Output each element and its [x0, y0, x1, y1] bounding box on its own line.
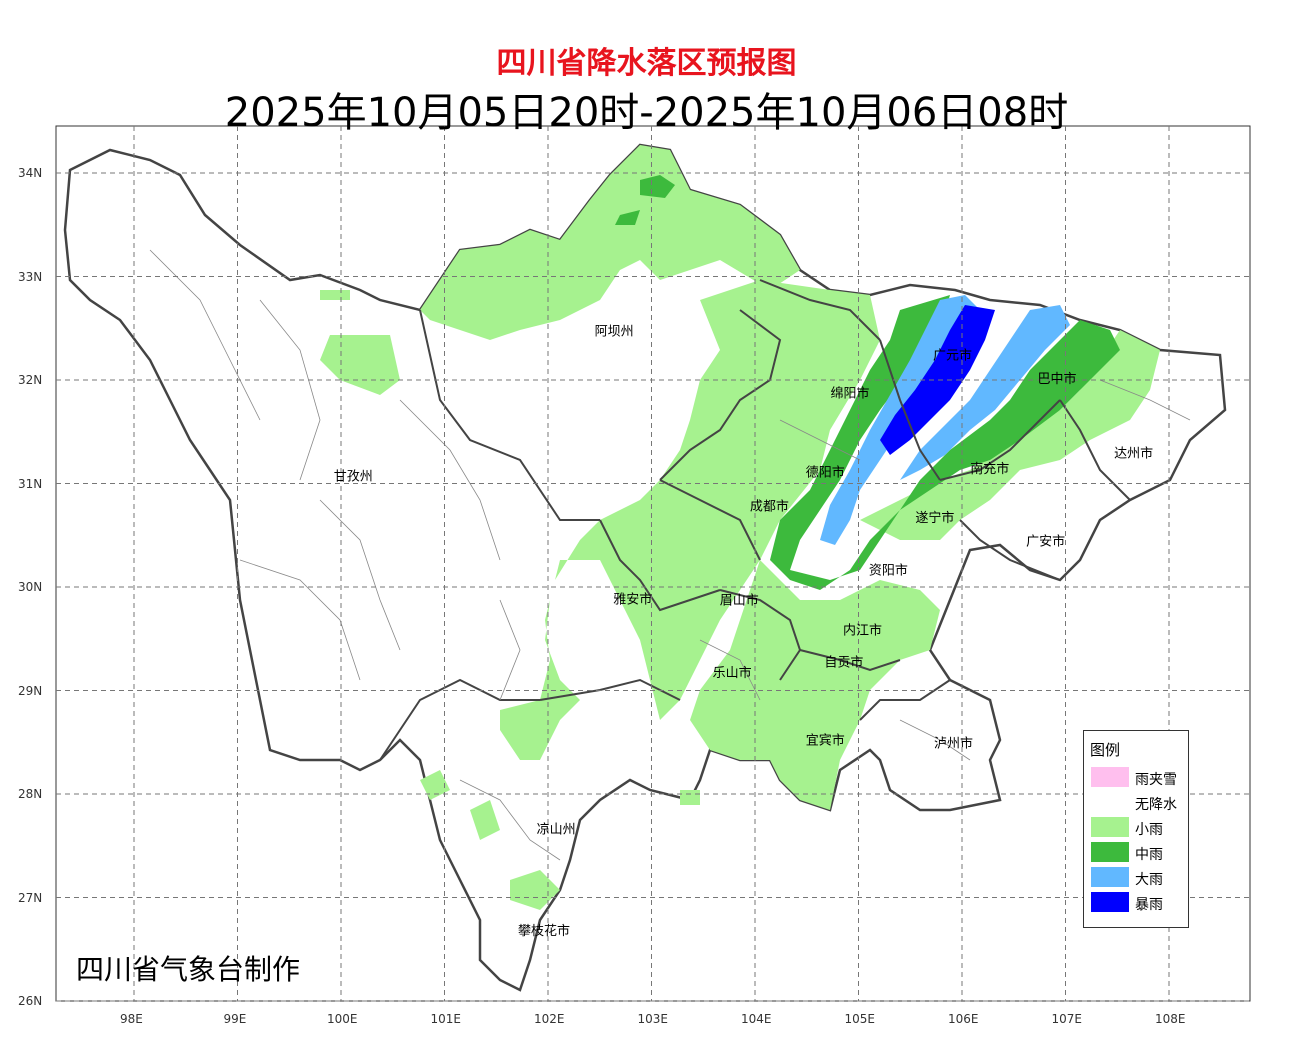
city-label: 广安市 [1026, 534, 1065, 550]
lon-tick-label: 98E [120, 1012, 143, 1026]
city-label: 巴中市 [1038, 371, 1077, 387]
prefecture-boundaries [379, 279, 1131, 761]
legend-swatch [1091, 767, 1129, 787]
lon-tick-label: 99E [223, 1012, 247, 1026]
legend-item: 无降水 [1091, 792, 1187, 813]
city-label: 阿坝州 [595, 324, 634, 339]
legend-label: 无降水 [1135, 797, 1177, 813]
legend-label: 雨夹雪 [1135, 772, 1177, 788]
torrential-rain-areas [880, 305, 995, 455]
legend-swatch [1091, 817, 1129, 837]
lat-tick-label: 27N [18, 890, 43, 905]
legend-label: 中雨 [1135, 847, 1163, 863]
credit-text: 四川省气象台制作 [76, 953, 301, 986]
legend-item: 小雨 [1091, 817, 1187, 838]
lat-tick-label: 32N [18, 373, 43, 387]
city-label: 雅安市 [613, 592, 652, 608]
city-label: 南充市 [970, 461, 1009, 477]
lat-tick-label: 33N [18, 269, 43, 284]
lat-tick-label: 26N [18, 994, 43, 1008]
city-label: 达州市 [1114, 446, 1153, 462]
legend-swatch [1091, 892, 1129, 912]
lon-tick-label: 104E [741, 1012, 772, 1026]
city-label: 凉山州 [537, 822, 576, 837]
city-label: 攀枝花市 [518, 923, 570, 939]
city-label: 乐山市 [713, 665, 752, 681]
lon-tick-label: 102E [534, 1012, 565, 1026]
lon-tick-label: 103E [637, 1012, 669, 1026]
legend-item: 大雨 [1091, 867, 1187, 888]
map-title: 四川省降水落区预报图 [496, 46, 797, 81]
legend-item: 中雨 [1091, 842, 1187, 863]
city-label: 德阳市 [806, 464, 845, 480]
legend-label: 暴雨 [1135, 897, 1163, 913]
city-label: 广元市 [933, 347, 972, 363]
city-label: 甘孜州 [334, 469, 373, 484]
lat-tick-label: 28N [18, 787, 43, 801]
legend-item: 暴雨 [1091, 892, 1187, 913]
lat-tick-label: 31N [18, 476, 43, 491]
city-label: 泸州市 [934, 735, 973, 751]
lon-tick-label: 107E [1051, 1012, 1083, 1026]
legend-swatch [1091, 842, 1129, 862]
lon-tick-label: 100E [327, 1012, 358, 1026]
lon-tick-label: 105E [844, 1012, 876, 1026]
lon-tick-label: 101E [430, 1012, 462, 1026]
city-label: 遂宁市 [915, 510, 954, 526]
city-label: 自贡市 [824, 655, 863, 671]
lat-lon-grid [56, 126, 1250, 1002]
legend-title: 图例 [1090, 741, 1121, 759]
city-label: 宜宾市 [806, 732, 845, 748]
legend-item: 雨夹雪 [1091, 767, 1187, 788]
legend-label: 小雨 [1135, 822, 1163, 838]
moderate-rain-areas [615, 175, 1120, 590]
city-label: 资阳市 [869, 563, 908, 579]
legend-label: 大雨 [1135, 872, 1163, 888]
lat-tick-label: 29N [18, 683, 43, 698]
legend-swatch [1091, 792, 1129, 812]
city-label: 内江市 [843, 623, 882, 639]
lon-tick-label: 106E [948, 1012, 979, 1026]
map-time-range: 2025年10月05日20时-2025年10月06日08时 [224, 90, 1069, 136]
county-boundaries [149, 249, 1191, 861]
legend: 图例 雨夹雪无降水小雨中雨大雨暴雨 [1083, 730, 1189, 928]
lat-tick-label: 30N [18, 580, 43, 594]
lat-tick-label: 34N [18, 166, 43, 180]
lon-tick-label: 108E [1155, 1012, 1186, 1026]
legend-swatch [1091, 867, 1129, 887]
city-label: 眉山市 [720, 593, 759, 609]
city-label: 成都市 [750, 498, 789, 514]
city-label: 绵阳市 [831, 386, 870, 402]
